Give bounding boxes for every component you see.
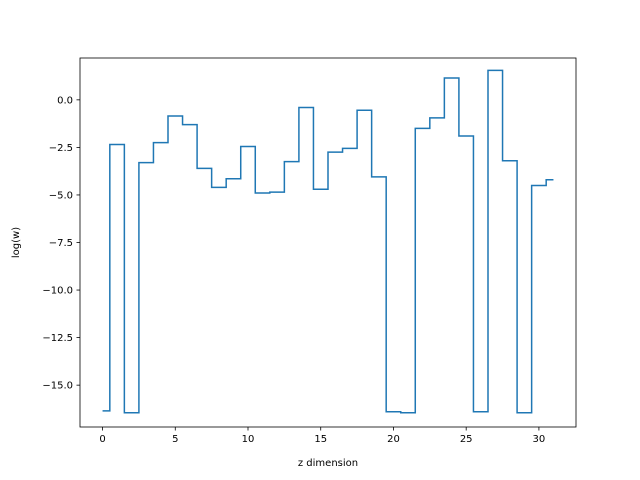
- x-tick-label: 5: [172, 434, 178, 445]
- y-tick-label: −15.0: [42, 381, 73, 392]
- x-axis-label: z dimension: [298, 458, 358, 469]
- x-tick-label: 10: [242, 434, 255, 445]
- x-axis: 0 5 10 15 20 25 30: [99, 427, 545, 445]
- y-tick-label: −5.0: [49, 190, 73, 201]
- x-tick-label: 0: [99, 434, 105, 445]
- series-line-0: [102, 69, 554, 414]
- y-tick-label: −2.5: [49, 143, 73, 154]
- y-tick-label: −7.5: [49, 238, 73, 249]
- y-tick-label: 0.0: [57, 95, 73, 106]
- x-tick-label: 25: [460, 434, 473, 445]
- y-axis-label: log(w): [11, 227, 22, 258]
- y-axis: −15.0 −12.5 −10.0 −7.5 −5.0 −2.5 0.0: [42, 95, 80, 392]
- axes-frame: [79, 57, 577, 428]
- x-tick-label: 20: [387, 434, 400, 445]
- y-tick-label: −12.5: [42, 333, 73, 344]
- x-tick-label: 15: [314, 434, 327, 445]
- plot-area: [102, 69, 554, 414]
- y-tick-label: −10.0: [42, 286, 73, 297]
- x-tick-label: 30: [533, 434, 546, 445]
